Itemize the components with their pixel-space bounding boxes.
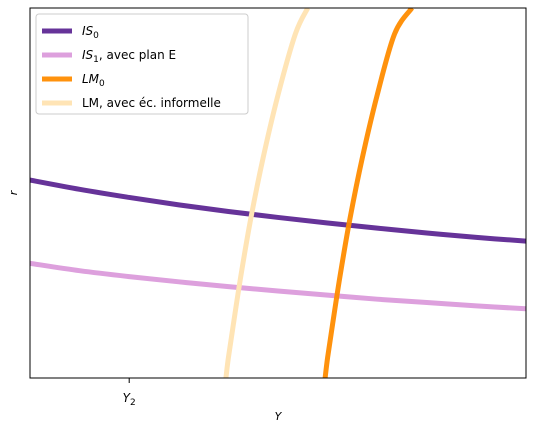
- series-line-1: [30, 260, 526, 312]
- series-line-3: [223, 8, 311, 378]
- legend-box: [35, 13, 249, 115]
- plot-frame: [29, 7, 527, 379]
- series-line-0: [30, 177, 526, 244]
- ticks-layer: Y2: [123, 378, 136, 408]
- legend-label-3: LM, avec éc. informelle: [82, 96, 221, 110]
- legend-label-0: IS0: [82, 24, 99, 41]
- legend-label-2: LM0: [82, 72, 105, 89]
- legend-label-1: IS1, avec plan E: [82, 48, 176, 65]
- legend: IS0 IS1, avec plan E LM0 LM, avec éc. infor…: [35, 13, 249, 115]
- series-layer: [30, 8, 526, 378]
- x-tick-label-0: Y2: [123, 391, 136, 408]
- x-axis-label: Y: [275, 410, 283, 423]
- series-line-2: [322, 8, 414, 378]
- y-axis-label: r: [7, 189, 20, 195]
